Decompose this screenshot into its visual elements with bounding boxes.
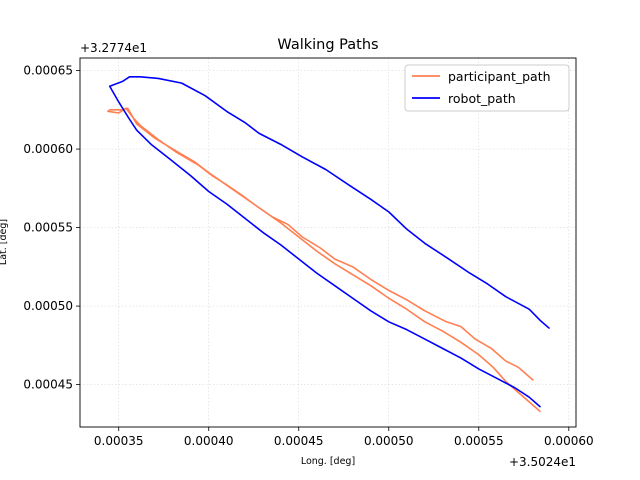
- y-axis-offset-label: +3.2774e1: [80, 41, 147, 55]
- y-tick-label: 0.00055: [23, 221, 73, 235]
- legend-box: [404, 64, 570, 112]
- x-tick-label: 0.00060: [544, 434, 594, 448]
- y-tick-label: 0.00045: [23, 378, 73, 392]
- chart-title: Walking Paths: [277, 37, 378, 53]
- y-tick-label: 0.00060: [23, 142, 73, 156]
- series-line-participant: [107, 107, 541, 413]
- x-tick-label: 0.00045: [274, 434, 324, 448]
- x-tick-label: 0.00050: [364, 434, 414, 448]
- plot-frame: [79, 57, 577, 428]
- x-tick-label: 0.00055: [454, 434, 504, 448]
- y-axis-ticks: 0.00045 0.00050 0.00055 0.00060 0.00065: [23, 64, 80, 392]
- legend: participant_path robot_path: [404, 64, 570, 112]
- x-axis-label: Long. [deg]: [301, 456, 355, 467]
- series-line-robot: [108, 76, 550, 408]
- y-tick-label: 0.00065: [23, 64, 73, 78]
- x-axis-offset-label: +3.5024e1: [509, 455, 576, 469]
- y-tick-label: 0.00050: [23, 299, 73, 313]
- x-tick-label: 0.00040: [184, 434, 234, 448]
- legend-label-robot: robot_path: [448, 91, 516, 106]
- y-axis-label: Lat. [deg]: [0, 219, 9, 265]
- series-lines: [107, 76, 550, 413]
- x-tick-label: 0.00035: [94, 434, 144, 448]
- legend-label-participant: participant_path: [448, 69, 551, 84]
- x-axis-ticks: 0.00035 0.00040 0.00045 0.00050 0.00055 0.000…: [94, 427, 594, 448]
